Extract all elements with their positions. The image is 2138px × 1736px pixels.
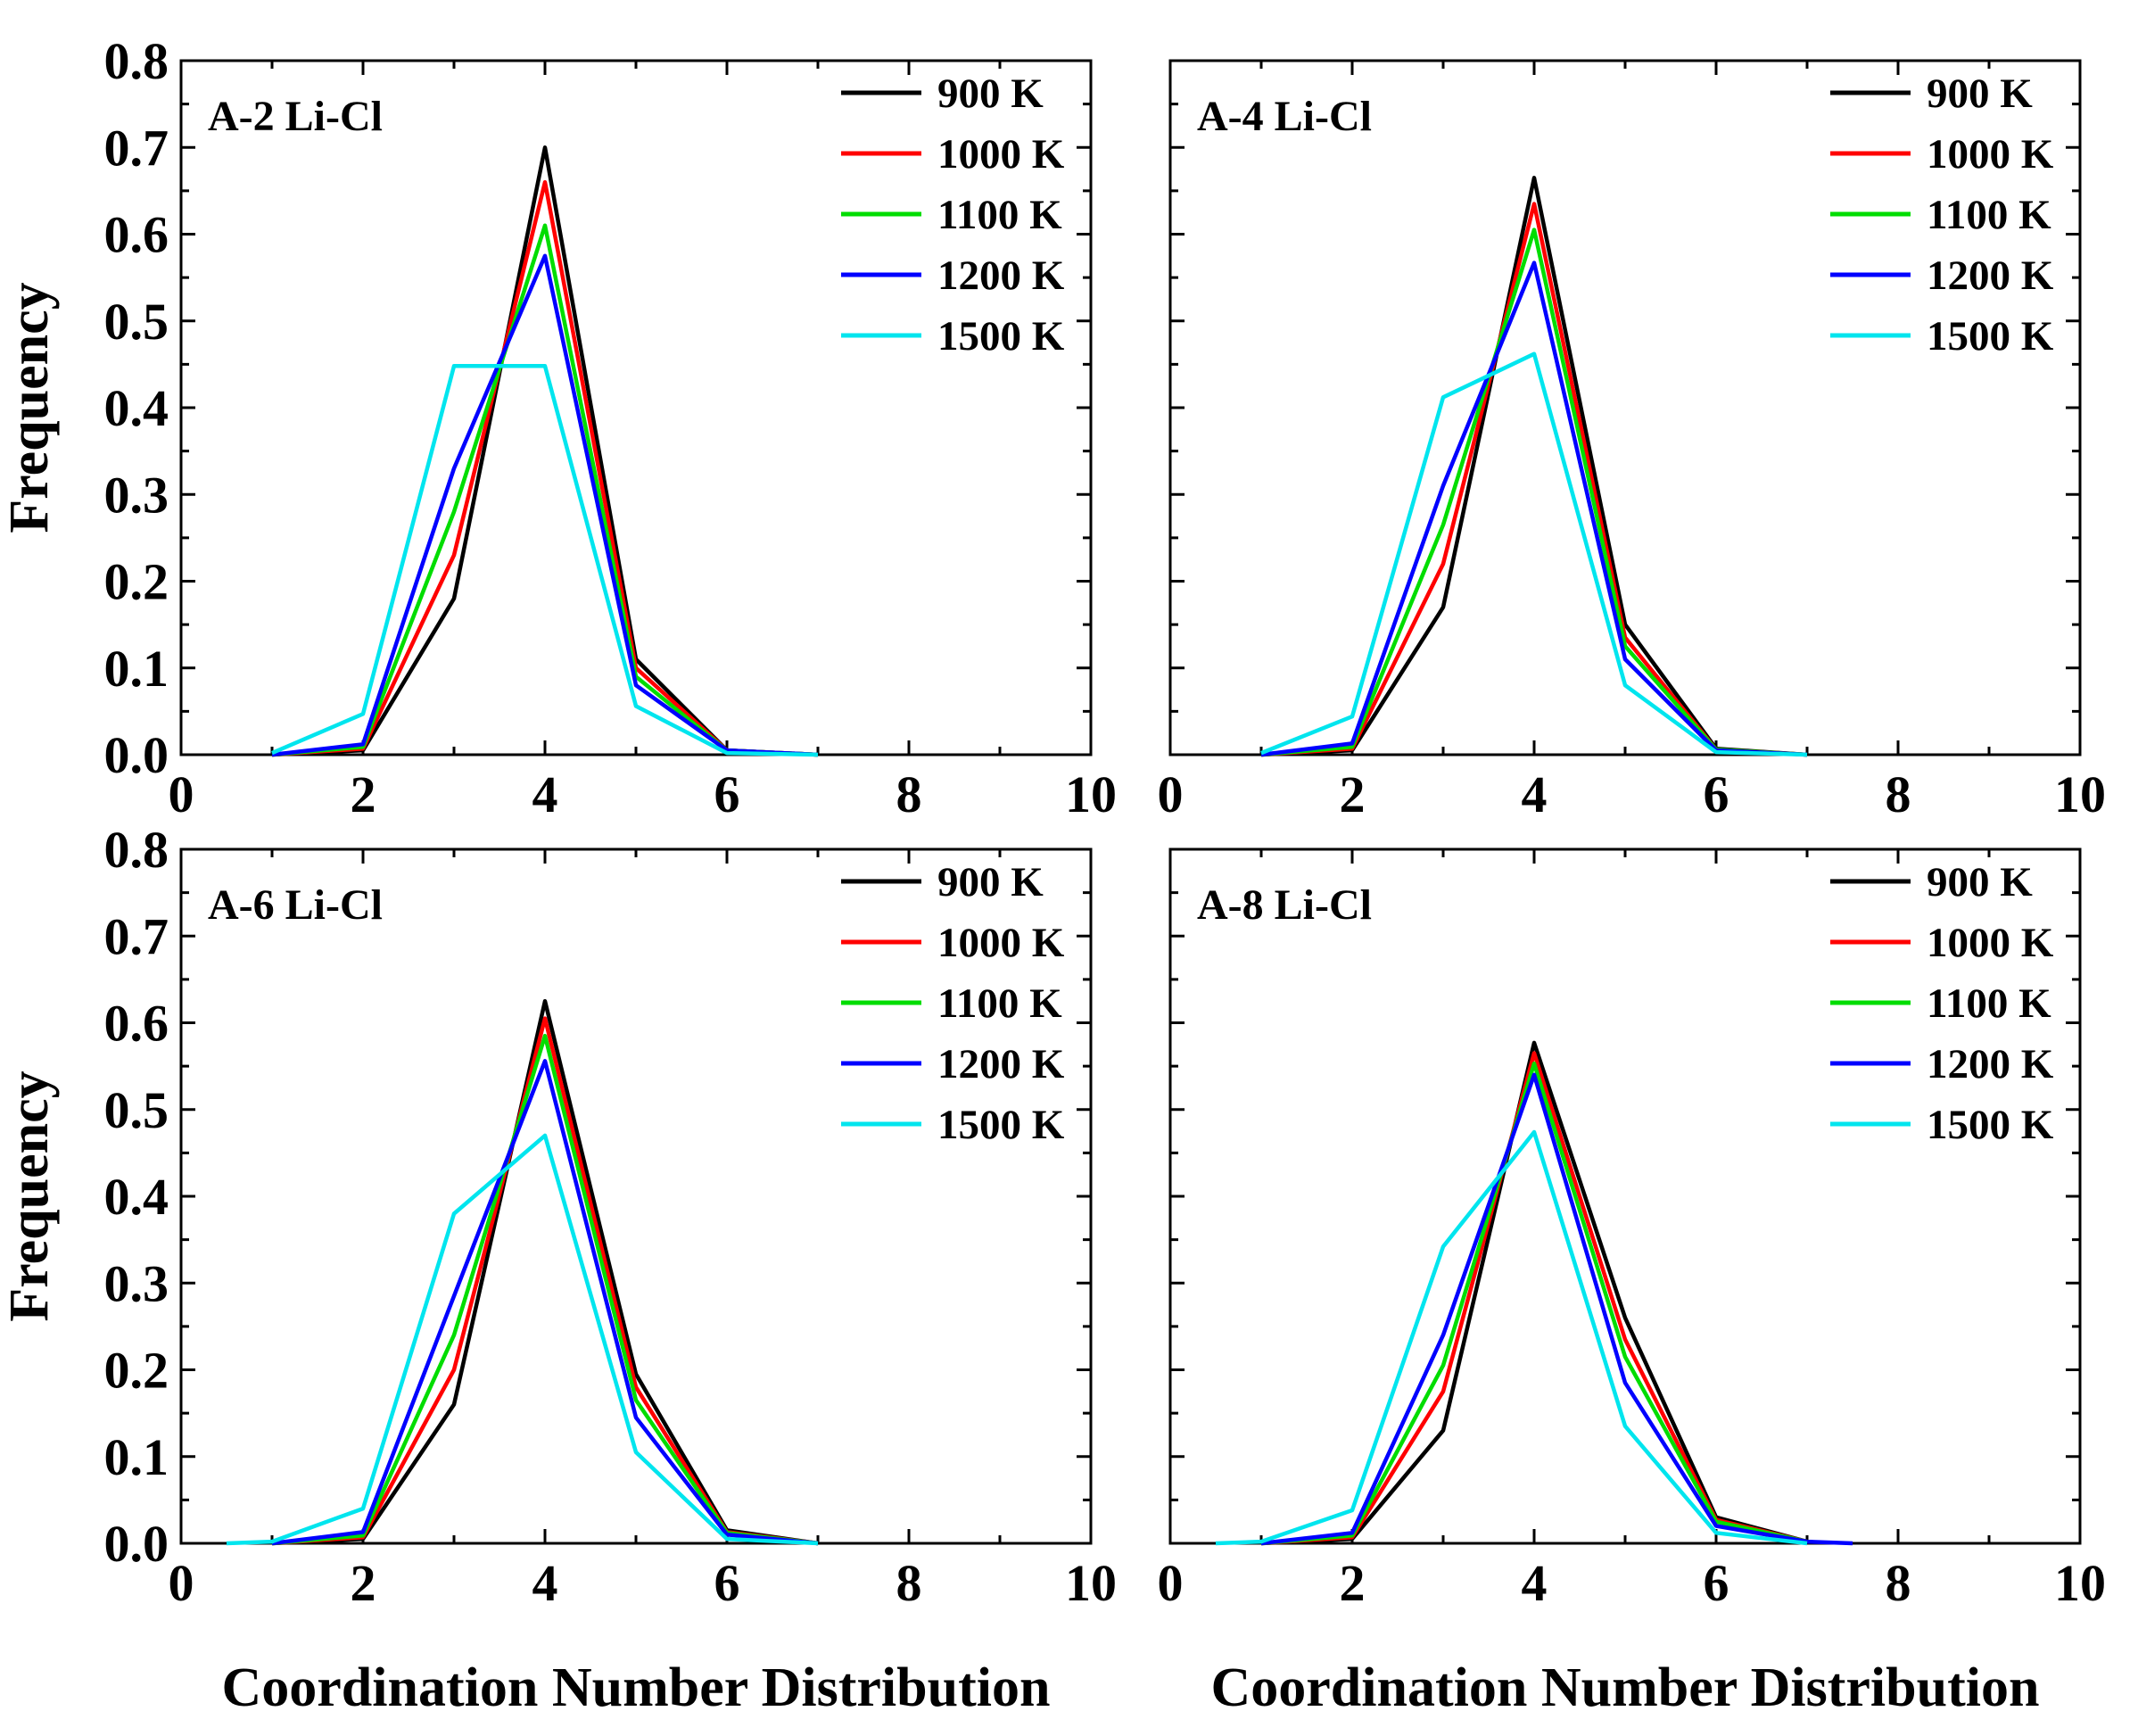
x-tick-label: 2 bbox=[1340, 765, 1366, 823]
legend-entry-label: 1200 K bbox=[937, 1041, 1065, 1087]
legend: 900 K 1000 K 1100 K 1200 K 1500 K bbox=[1830, 70, 2054, 360]
legend-entry-label: 1200 K bbox=[1927, 1041, 2054, 1087]
x-tick-label: 6 bbox=[714, 765, 740, 823]
legend-entry-label: 900 K bbox=[1927, 859, 2033, 905]
x-tick-label: 8 bbox=[1886, 1554, 1911, 1612]
x-tick-label: 4 bbox=[1522, 1554, 1548, 1612]
y-tick-label: 0.4 bbox=[104, 1168, 169, 1226]
y-tick-label: 0.8 bbox=[104, 32, 169, 90]
legend-entry-label: 1500 K bbox=[937, 313, 1065, 360]
legend-entry-label: 1100 K bbox=[1927, 980, 2051, 1027]
panel-label: A-8 Li-Cl bbox=[1197, 881, 1372, 929]
y-axis-title: Frequency bbox=[0, 1071, 60, 1321]
x-tick-label: 10 bbox=[1065, 765, 1117, 823]
series-line-1500-k bbox=[226, 1133, 819, 1546]
legend-entry-label: 1500 K bbox=[937, 1102, 1065, 1148]
legend-entry-label: 1500 K bbox=[1927, 1102, 2054, 1148]
x-tick-label: 6 bbox=[1704, 765, 1729, 823]
chart-panel-1: 0 2 4 6 8 10 0.0 0.1 0.2 0.3 0.4 0.5 0.6 0.7 0.8 Freque… bbox=[0, 32, 1117, 823]
legend: 900 K 1000 K 1100 K 1200 K 1500 K bbox=[1830, 859, 2054, 1148]
x-tick-label: 8 bbox=[896, 1554, 922, 1612]
x-tick-label: 4 bbox=[532, 765, 558, 823]
legend-entry-label: 1100 K bbox=[937, 192, 1062, 238]
series-line-1200-k bbox=[1260, 1072, 1853, 1546]
legend-entry-label: 900 K bbox=[937, 859, 1044, 905]
series-line-1100-k bbox=[1260, 1061, 1808, 1546]
x-tick-label: 2 bbox=[1340, 1554, 1366, 1612]
y-tick-label: 0.3 bbox=[104, 1254, 169, 1312]
y-tick-label: 0.2 bbox=[104, 1342, 169, 1400]
x-axis-title: Coordination Number Distribution bbox=[222, 1657, 1051, 1718]
x-tick-label: 4 bbox=[532, 1554, 558, 1612]
x-tick-label: 10 bbox=[2054, 1554, 2106, 1612]
series-line-1200-k bbox=[271, 253, 819, 757]
y-tick-label: 0.0 bbox=[104, 1515, 169, 1573]
legend: 900 K 1000 K 1100 K 1200 K 1500 K bbox=[841, 859, 1065, 1148]
x-axis-title: Coordination Number Distribution bbox=[1211, 1657, 2040, 1718]
legend-entry-label: 900 K bbox=[937, 70, 1044, 117]
y-tick-label: 0.3 bbox=[104, 466, 169, 524]
x-tick-label: 0 bbox=[1158, 765, 1184, 823]
x-tick-label: 6 bbox=[1704, 1554, 1729, 1612]
chart-panel-2: 0 2 4 6 8 10 A-4 Li-Cl 900 K 1000 K 1100 K 1200 K 1… bbox=[1158, 59, 2106, 823]
legend-entry-label: 1200 K bbox=[937, 252, 1065, 299]
x-tick-label: 8 bbox=[1886, 765, 1911, 823]
y-tick-label: 0.6 bbox=[104, 206, 169, 264]
legend-entry-label: 1000 K bbox=[1927, 920, 2054, 966]
panel-label: A-6 Li-Cl bbox=[208, 881, 383, 929]
series-line-1500-k bbox=[1260, 351, 1808, 757]
y-tick-label: 0.4 bbox=[104, 379, 169, 437]
x-tick-label: 0 bbox=[1158, 1554, 1184, 1612]
y-tick-label: 0.5 bbox=[104, 293, 169, 351]
legend: 900 K 1000 K 1100 K 1200 K 1500 K bbox=[841, 70, 1065, 360]
legend-entry-label: 1000 K bbox=[1927, 131, 2054, 178]
x-tick-label: 6 bbox=[714, 1554, 740, 1612]
legend-entry-label: 900 K bbox=[1927, 70, 2033, 117]
x-tick-label: 2 bbox=[351, 765, 376, 823]
y-axis-title: Frequency bbox=[0, 282, 60, 533]
y-tick-label: 0.2 bbox=[104, 553, 169, 611]
legend-entry-label: 1500 K bbox=[1927, 313, 2054, 360]
y-tick-label: 0.7 bbox=[104, 907, 169, 965]
y-tick-label: 0.8 bbox=[104, 821, 169, 879]
legend-entry-label: 1000 K bbox=[937, 131, 1065, 178]
series-line-1500-k bbox=[271, 364, 819, 757]
y-tick-label: 0.5 bbox=[104, 1081, 169, 1139]
x-tick-label: 4 bbox=[1522, 765, 1548, 823]
y-tick-label: 0.6 bbox=[104, 995, 169, 1053]
x-tick-label: 8 bbox=[896, 765, 922, 823]
x-tick-label: 2 bbox=[351, 1554, 376, 1612]
x-tick-label: 0 bbox=[169, 1554, 194, 1612]
chart-panel-3: 0 2 4 6 8 10 0.0 0.1 0.2 0.3 0.4 0.5 0.6 0.7 0.8 Freque… bbox=[0, 821, 1117, 1718]
y-tick-label: 0.1 bbox=[104, 1428, 169, 1486]
legend-entry-label: 1100 K bbox=[1927, 192, 2051, 238]
legend-entry-label: 1000 K bbox=[937, 920, 1065, 966]
legend-entry-label: 1100 K bbox=[937, 980, 1062, 1027]
y-tick-label: 0.7 bbox=[104, 119, 169, 177]
series-line-1500-k bbox=[1215, 1129, 1808, 1546]
series-line-1200-k bbox=[271, 1059, 819, 1546]
panel-label: A-4 Li-Cl bbox=[1197, 93, 1372, 140]
panel-label: A-2 Li-Cl bbox=[208, 93, 383, 140]
legend-entry-label: 1200 K bbox=[1927, 252, 2054, 299]
y-tick-label: 0.1 bbox=[104, 640, 169, 698]
x-tick-label: 10 bbox=[2054, 765, 2106, 823]
x-tick-label: 10 bbox=[1065, 1554, 1117, 1612]
y-tick-label: 0.0 bbox=[104, 726, 169, 784]
x-tick-label: 0 bbox=[169, 765, 194, 823]
